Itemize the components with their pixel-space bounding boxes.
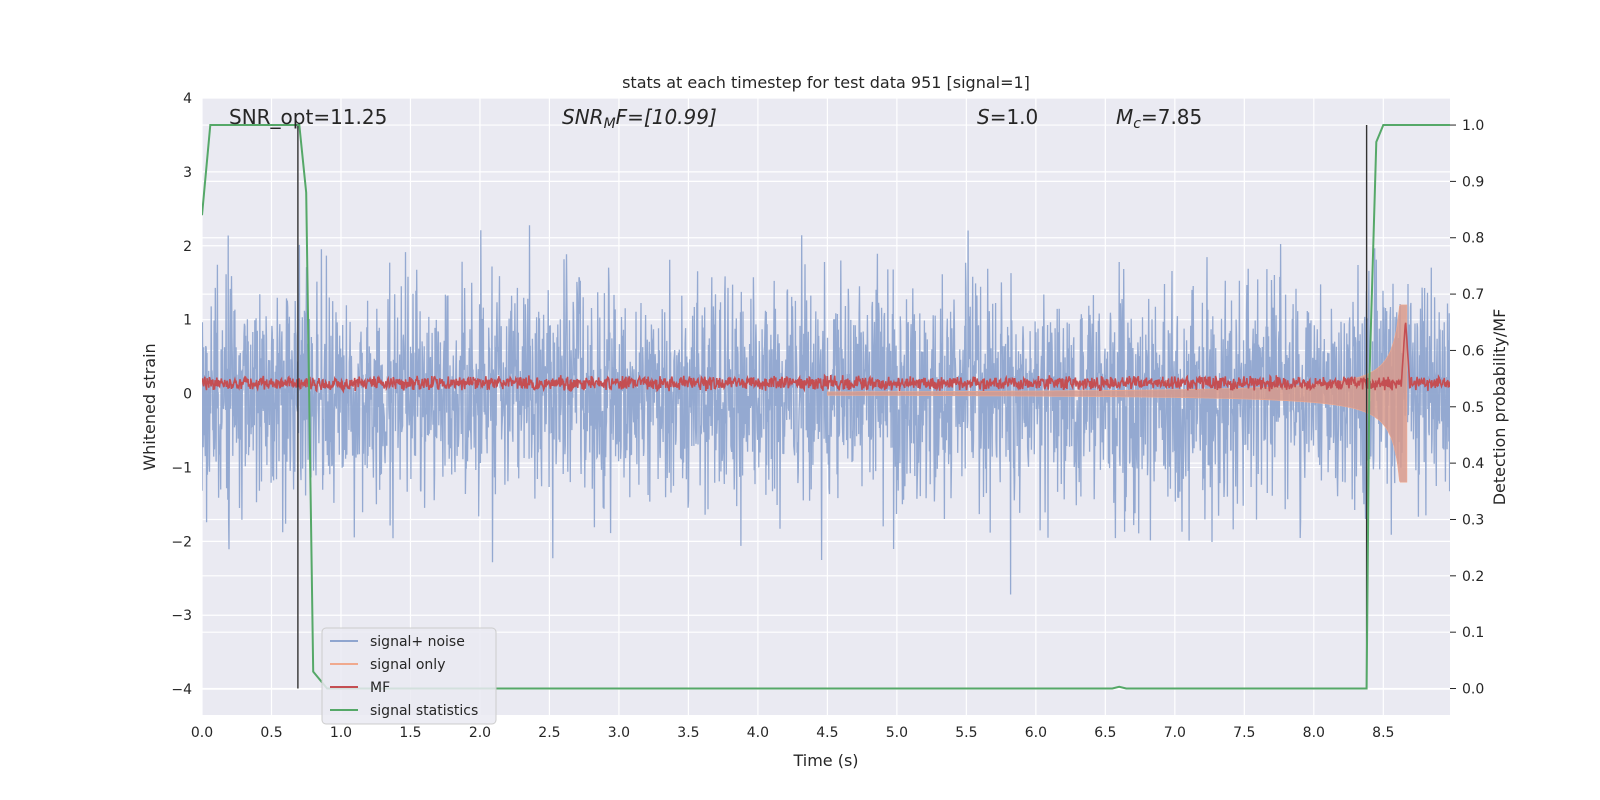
x-tick-label-16: 8.0	[1303, 725, 1325, 741]
y-left-tick-label-3: 1	[183, 313, 192, 329]
x-tick-label-10: 5.0	[886, 725, 908, 741]
legend-label-signal-statistics: signal statistics	[370, 703, 478, 719]
x-tick-label-7: 3.5	[677, 725, 699, 741]
chart-title: stats at each timestep for test data 951…	[622, 73, 1030, 92]
y-right-tick-label-8: 0.2	[1462, 569, 1484, 585]
y-axis-label-left: Whitened strain	[140, 343, 159, 470]
x-tick-label-11: 5.5	[955, 725, 977, 741]
x-tick-label-17: 8.5	[1372, 725, 1394, 741]
x-tick-label-5: 2.5	[538, 725, 560, 741]
y-left-tick-labels: 4 3 2 1 0 −1 −2 −3 −4	[171, 91, 192, 698]
series-signal-only	[827, 304, 1408, 483]
y-right-tick-label-3: 0.7	[1462, 287, 1484, 303]
y-right-tick-label-10: 0.0	[1462, 682, 1484, 698]
legend-label-signal-only: signal only	[370, 657, 445, 673]
y-left-tick-label-7: −3	[171, 608, 192, 624]
y-right-tick-label-7: 0.3	[1462, 512, 1484, 528]
x-tick-label-15: 7.5	[1233, 725, 1255, 741]
y-right-tick-label-1: 0.9	[1462, 174, 1484, 190]
y-left-tick-label-8: −4	[171, 682, 192, 698]
x-tick-label-9: 4.5	[816, 725, 838, 741]
x-tick-label-13: 6.5	[1094, 725, 1116, 741]
x-tick-label-3: 1.5	[399, 725, 421, 741]
x-tick-label-8: 4.0	[747, 725, 769, 741]
x-tick-labels: 0.0 0.5 1.0 1.5 2.0 2.5 3.0 3.5 4.0 4.5 5.0 5.5 6.0 6…	[191, 725, 1395, 741]
y-left-tick-label-1: 3	[183, 165, 192, 181]
y-right-tick-label-9: 0.1	[1462, 625, 1484, 641]
annotation-snr-opt: SNR_opt=11.25	[229, 105, 387, 129]
x-tick-label-4: 2.0	[469, 725, 491, 741]
x-tick-label-0: 0.0	[191, 725, 213, 741]
legend-label-signal-noise: signal+ noise	[370, 634, 465, 650]
annotation-snr-mf: SNRMF=[10.99]	[562, 105, 717, 132]
y-right-tick-label-4: 0.6	[1462, 343, 1484, 359]
x-axis-label: Time (s)	[792, 751, 858, 770]
legend-box	[321, 627, 497, 725]
y-left-tick-label-5: −1	[171, 460, 192, 476]
x-tick-label-12: 6.0	[1025, 725, 1047, 741]
y-axis-label-right: Detection probability/MF	[1490, 309, 1509, 506]
y-left-tick-label-6: −2	[171, 534, 192, 550]
series-mf	[202, 322, 1450, 394]
y-right-tick-label-2: 0.8	[1462, 231, 1484, 247]
annotation-s: S=1.0	[977, 105, 1038, 129]
annotation-mc: Mc=7.85	[1116, 105, 1202, 132]
y-left-tick-label-4: 0	[183, 387, 192, 403]
series-layer	[202, 124, 1450, 690]
legend: signal+ noise signal only MF signal stat…	[321, 627, 497, 725]
y-left-tick-label-0: 4	[183, 91, 192, 107]
x-tick-label-6: 3.0	[608, 725, 630, 741]
y-right-tick-label-0: 1.0	[1462, 118, 1484, 134]
series-signal-statistics	[202, 124, 1450, 690]
x-tick-label-1: 0.5	[260, 725, 282, 741]
y-right-tick-labels: 1.0 0.9 0.8 0.7 0.6 0.5 0.4 0.3 0.2 0.1 0.0	[1450, 118, 1484, 698]
x-tick-label-14: 7.0	[1164, 725, 1186, 741]
x-tick-label-2: 1.0	[330, 725, 352, 741]
legend-label-mf: MF	[370, 680, 390, 696]
y-right-tick-label-6: 0.4	[1462, 456, 1484, 472]
y-left-tick-label-2: 2	[183, 239, 192, 255]
series-signal-noise	[202, 225, 1450, 595]
y-right-tick-label-5: 0.5	[1462, 400, 1484, 416]
